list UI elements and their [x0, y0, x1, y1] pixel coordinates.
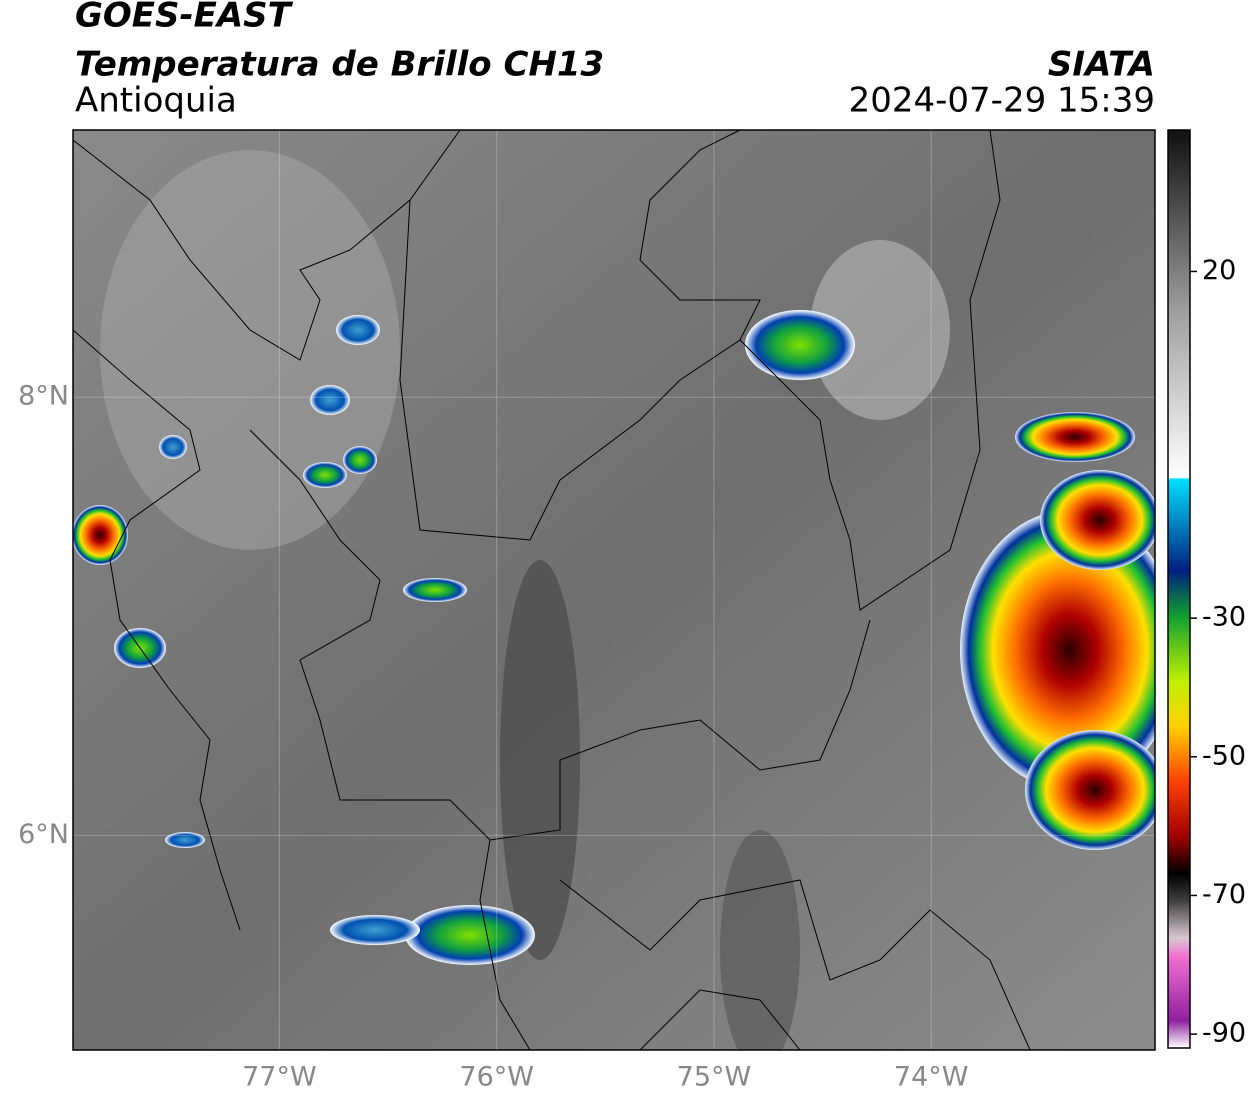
colorbar-tick-label: -90 — [1202, 1018, 1246, 1049]
source: SIATA — [1048, 45, 1155, 85]
datetime: 2024-07-29 15:39 — [849, 81, 1155, 121]
colorbar-tick-label: -50 — [1202, 740, 1246, 771]
x-tick-label: 75°W — [677, 1062, 752, 1093]
map-frame — [72, 129, 1156, 1051]
map-grid — [73, 130, 1155, 1050]
colorbar-tick-label: -70 — [1202, 879, 1246, 910]
colorbar-tick-label: 20 — [1202, 255, 1236, 286]
title: GOES-EAST — [75, 0, 294, 36]
y-tick-label: 6°N — [18, 819, 69, 850]
colorbar-tick-label: -30 — [1202, 602, 1246, 633]
map-image — [73, 130, 1155, 1050]
region: Antioquia — [75, 81, 237, 121]
x-tick-label: 74°W — [894, 1062, 969, 1093]
y-tick-label: 8°N — [18, 381, 69, 412]
colorbar — [1167, 129, 1191, 1049]
x-tick-label: 76°W — [459, 1062, 534, 1093]
subtitle: Temperatura de Brillo CH13 — [75, 45, 604, 85]
x-tick-label: 77°W — [242, 1062, 317, 1093]
